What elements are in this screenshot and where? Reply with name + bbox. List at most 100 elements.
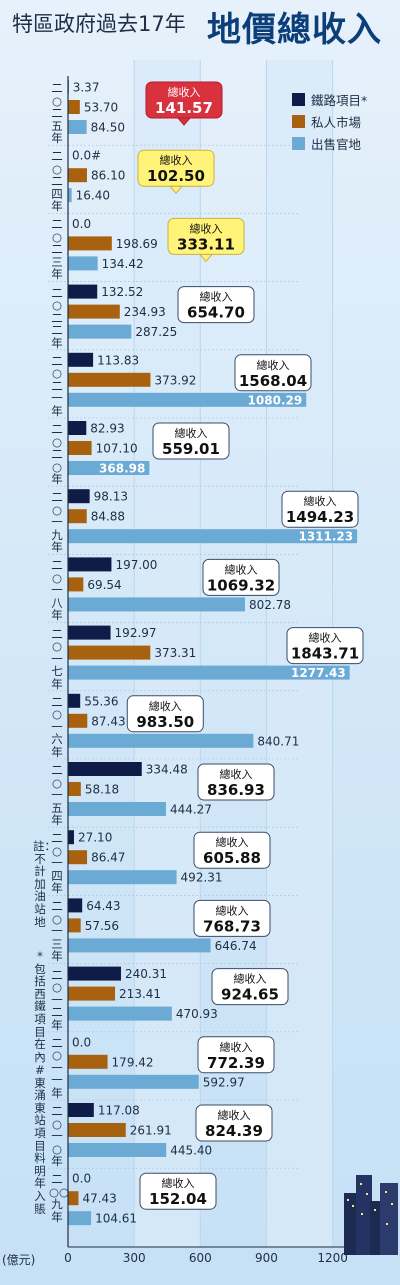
legend: 鐵路項目* 私人市場 出售官地 (292, 88, 367, 154)
data-label-govt: 802.78 (249, 598, 291, 612)
data-label-govt: 646.74 (215, 939, 257, 953)
bar-rail (68, 693, 81, 708)
data-label-rail: 334.48 (146, 763, 188, 777)
data-label-govt: 492.31 (181, 871, 223, 885)
year-label: 二○一九年 (51, 490, 63, 555)
bar-govt (68, 461, 150, 475)
total-value: 141.57 (155, 99, 213, 117)
bar-govt (68, 597, 246, 612)
x-tick-label: 900 (254, 1251, 278, 1265)
bar-private (68, 1123, 126, 1137)
total-value: 772.39 (207, 1054, 265, 1072)
total-box-pointer (168, 185, 184, 194)
chart-title-highlight: 地價總收入 (207, 10, 382, 50)
data-label-private: 107.10 (96, 442, 138, 456)
total-label: 總收入 (225, 562, 258, 576)
data-label-rail: 0.0 (72, 1035, 91, 1049)
x-tick-label: 0 (64, 1251, 72, 1265)
data-label-govt: 1277.43 (291, 666, 346, 680)
year-label: 二○二五年 (51, 81, 63, 145)
data-label-govt: 840.71 (257, 734, 299, 748)
bar-govt (68, 120, 87, 134)
bar-govt (68, 802, 166, 816)
total-value: 1843.71 (291, 645, 359, 663)
data-label-private: 86.47 (91, 851, 125, 865)
total-label: 總收入 (304, 494, 337, 508)
total-label: 總收入 (168, 85, 201, 99)
chart-title: 特區政府過去17年 (12, 12, 186, 36)
bar-private (68, 1054, 108, 1069)
bar-private (68, 782, 81, 796)
note-west-rail: *包括西鐵項目在內 (34, 949, 46, 1064)
bar-private (68, 168, 87, 183)
bar-rail (68, 762, 142, 776)
data-label-private: 57.56 (85, 919, 119, 933)
total-label: 總收入 (200, 290, 233, 304)
total-box (193, 831, 271, 869)
total-label: 總收入 (309, 631, 342, 645)
bar-rail (68, 284, 98, 299)
bar-private (68, 850, 88, 865)
total-box (193, 899, 271, 937)
total-box (197, 763, 275, 801)
bar-govt (68, 324, 132, 339)
data-label-private: 198.69 (116, 237, 158, 251)
bar-govt (68, 665, 350, 680)
total-value: 152.04 (149, 1190, 207, 1208)
total-label: 總收入 (257, 358, 290, 372)
data-label-private: 53.70 (84, 101, 118, 115)
data-label-rail: 132.52 (101, 285, 143, 299)
bar-private (68, 577, 84, 592)
year-label: 二○一四年 (51, 831, 63, 896)
total-box (177, 286, 255, 324)
year-label: 二○二三年 (51, 217, 63, 282)
legend-label-govt: 出售官地 (311, 136, 362, 152)
total-label: 總收入 (234, 972, 267, 986)
bar-rail (68, 830, 74, 845)
skyline-icon (344, 1175, 398, 1255)
legend-item-private: 私人市場 (292, 110, 367, 132)
total-box (211, 968, 289, 1006)
total-box (152, 422, 230, 460)
data-label-rail: 0.0 (72, 1172, 91, 1186)
data-label-private: 47.43 (82, 1192, 116, 1206)
total-label: 總收入 (216, 903, 249, 917)
total-label: 總收入 (160, 153, 193, 167)
bar-govt (68, 392, 307, 407)
data-label-rail: 27.10 (78, 831, 112, 845)
bar-rail (68, 421, 87, 435)
total-value: 605.88 (203, 849, 261, 867)
total-value: 102.50 (147, 167, 205, 185)
data-label-private: 69.54 (87, 578, 121, 592)
total-value: 1568.04 (239, 372, 307, 390)
bar-govt (68, 938, 211, 953)
total-label: 總收入 (175, 426, 208, 440)
bar-private (68, 372, 151, 387)
bar-rail (68, 557, 112, 572)
bar-govt (68, 529, 358, 544)
x-axis-unit: (億元) (2, 1253, 36, 1267)
data-label-rail: 113.83 (97, 353, 139, 367)
bar-private (68, 1191, 79, 1206)
bar-govt (68, 733, 254, 748)
data-label-govt: 104.61 (95, 1212, 137, 1226)
year-label: 二○一七年 (51, 626, 63, 691)
data-label-rail: 64.43 (86, 899, 120, 913)
x-tick-label: 1200 (317, 1251, 348, 1265)
data-label-govt: 1080.29 (248, 393, 303, 407)
total-box (195, 1104, 273, 1142)
bar-govt (68, 1143, 167, 1157)
data-label-govt: 84.50 (91, 121, 125, 135)
data-label-rail: 3.37 (73, 81, 100, 95)
total-value: 559.01 (162, 440, 220, 458)
total-value: 333.11 (177, 235, 235, 253)
bar-rail (68, 966, 121, 981)
note-tung-chung: #東涌東站項目料明年入賬 (34, 1063, 46, 1216)
year-label: 二○一二年 (51, 967, 63, 1032)
data-label-rail: 55.36 (84, 694, 118, 708)
total-label: 總收入 (162, 1176, 195, 1190)
total-box-pointer (198, 253, 214, 263)
total-label: 總收入 (216, 835, 249, 849)
bar-govt (68, 870, 177, 885)
data-label-rail: 98.13 (94, 490, 128, 504)
